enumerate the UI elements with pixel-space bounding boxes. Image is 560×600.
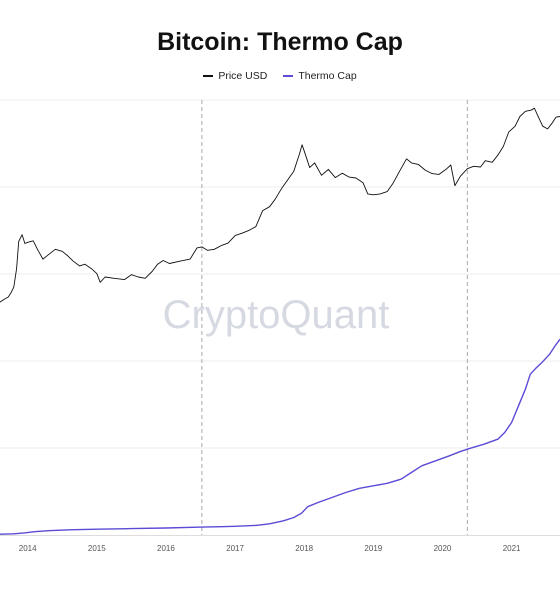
x-tick-label-2016: 2016 (157, 544, 175, 553)
x-tick-label-2019: 2019 (364, 544, 382, 553)
legend-swatch-thermo-cap (283, 75, 294, 77)
legend: Price USD Thermo Cap (0, 70, 560, 82)
legend-item-price[interactable]: Price USD (203, 70, 267, 82)
thermo-cap-line (0, 338, 560, 535)
x-tick-label-2021: 2021 (503, 544, 521, 553)
legend-label-thermo-cap: Thermo Cap (298, 70, 357, 82)
x-tick-label-2018: 2018 (295, 544, 313, 553)
x-tick-label-2020: 2020 (434, 544, 452, 553)
legend-item-thermo-cap[interactable]: Thermo Cap (283, 70, 357, 82)
legend-swatch-price (203, 75, 214, 77)
x-tick-label-2015: 2015 (88, 544, 106, 553)
x-tick-label-2017: 2017 (226, 544, 244, 553)
x-tick-label-2014: 2014 (19, 544, 37, 553)
chart-title: Bitcoin: Thermo Cap (157, 28, 403, 56)
price-usd-line (0, 107, 560, 303)
legend-label-price: Price USD (218, 70, 268, 82)
watermark: CryptoQuant (163, 293, 390, 337)
